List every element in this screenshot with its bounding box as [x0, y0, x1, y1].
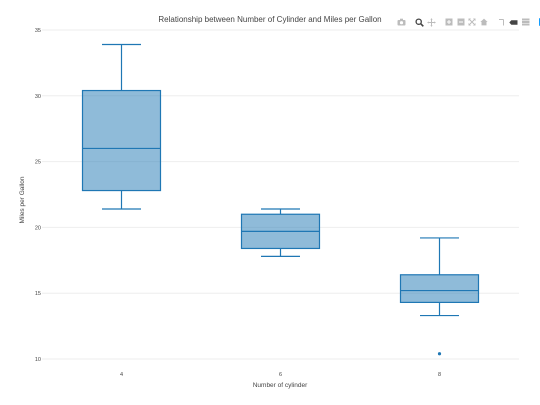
zoom-icon[interactable] [414, 16, 425, 28]
hover-closest-icon[interactable] [508, 16, 519, 28]
iqr-box [399, 274, 480, 304]
x-tick-label: 8 [438, 372, 441, 378]
gridlines [42, 29, 519, 360]
chart-title: Relationship between Number of Cylinder … [158, 15, 381, 24]
outlier-point [437, 352, 442, 356]
y-tick-label: 10 [35, 357, 41, 363]
x-tick-label: 4 [120, 372, 123, 378]
y-tick-label: 20 [35, 225, 41, 231]
autoscale-icon[interactable] [467, 16, 478, 28]
y-axis-label: Miles per Gallon [19, 176, 26, 223]
y-tick-label: 35 [35, 28, 41, 34]
home-icon[interactable] [479, 16, 490, 28]
x-axis-ticks: 4 6 8 [120, 372, 441, 378]
box-6 [240, 208, 321, 257]
zoom-out-icon[interactable] [455, 16, 466, 28]
hover-compare-icon[interactable] [520, 16, 531, 28]
box-8 [399, 237, 480, 356]
pan-icon[interactable] [426, 16, 437, 28]
y-tick-label: 30 [35, 94, 41, 100]
iqr-box [81, 89, 162, 192]
spike-lines-icon[interactable] [497, 16, 508, 28]
camera-icon[interactable] [396, 16, 407, 28]
boxes [81, 43, 480, 356]
y-tick-label: 15 [35, 291, 41, 297]
zoom-in-icon[interactable] [443, 16, 454, 28]
y-tick-label: 25 [35, 160, 41, 166]
box-4 [81, 43, 162, 210]
x-tick-label: 6 [279, 372, 282, 378]
x-axis-label: Number of cylinder [253, 382, 308, 389]
y-axis-ticks: 10 15 20 25 30 35 [35, 28, 41, 363]
